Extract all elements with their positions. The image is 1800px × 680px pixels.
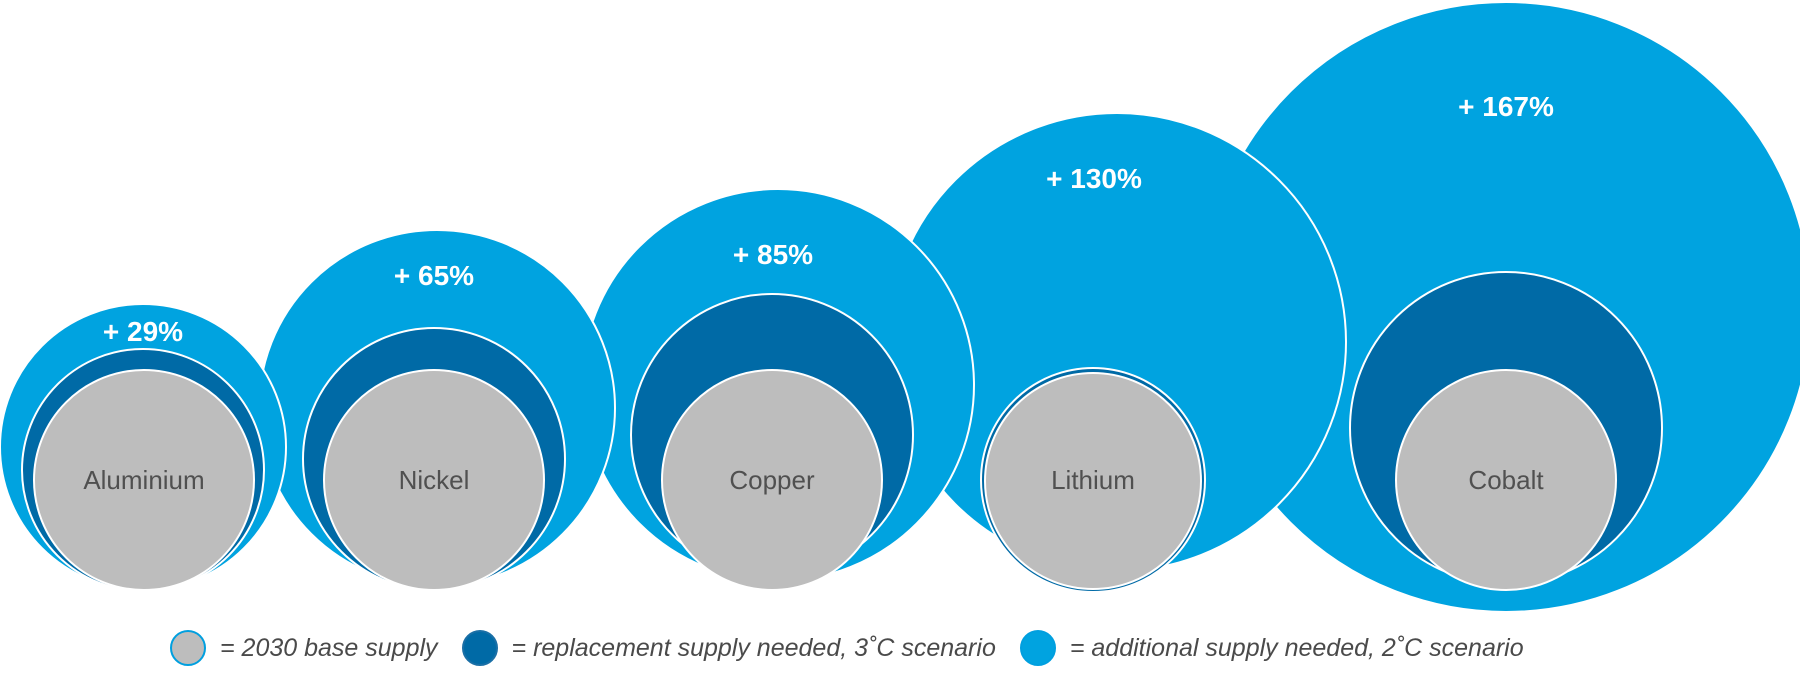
legend-swatch-base: [170, 630, 206, 666]
legend-swatch-additional: [1019, 630, 1056, 666]
nickel-increase-label: + 65%: [394, 260, 474, 291]
cobalt-base-circle: [1395, 369, 1617, 591]
lithium-base-circle: [984, 372, 1202, 590]
cobalt-name-label: Cobalt: [1468, 465, 1544, 495]
cobalt-increase-label: + 167%: [1458, 91, 1554, 122]
cobalt-bubble-group: + 167% Cobalt: [1200, 1, 1800, 613]
legend-label-replacement: = replacement supply needed, 3˚C scenari…: [511, 633, 996, 662]
copper-name-label: Copper: [729, 465, 815, 495]
lithium-increase-label: + 130%: [1046, 163, 1142, 194]
aluminium-bubble-group: + 29% Aluminium: [0, 303, 287, 592]
copper-bubble-group: + 85% Copper: [581, 188, 975, 591]
aluminium-base-circle: [33, 369, 255, 591]
lithium-bubble-group: + 130% Lithium: [887, 112, 1347, 593]
nickel-base-circle: [323, 369, 545, 591]
aluminium-increase-label: + 29%: [103, 316, 183, 347]
nickel-name-label: Nickel: [399, 465, 470, 495]
legend-item-replacement: = replacement supply needed, 3˚C scenari…: [461, 630, 996, 666]
lithium-name-label: Lithium: [1051, 465, 1135, 495]
nickel-bubble-group: + 65% Nickel: [258, 229, 616, 591]
copper-increase-label: + 85%: [733, 239, 813, 270]
copper-base-circle: [661, 369, 883, 591]
legend-item-additional: = additional supply needed, 2˚C scenario: [1019, 630, 1524, 666]
aluminium-name-label: Aluminium: [83, 465, 204, 495]
legend-label-base: = 2030 base supply: [220, 633, 438, 662]
bubble-chart: + 167% Cobalt + 130% Lithium + 85% Coppe…: [0, 1, 1800, 613]
legend-item-base: = 2030 base supply: [170, 630, 438, 666]
legend-label-additional: = additional supply needed, 2˚C scenario: [1069, 633, 1524, 662]
legend: = 2030 base supply = replacement supply …: [170, 628, 1548, 668]
legend-swatch-replacement: [461, 630, 498, 666]
